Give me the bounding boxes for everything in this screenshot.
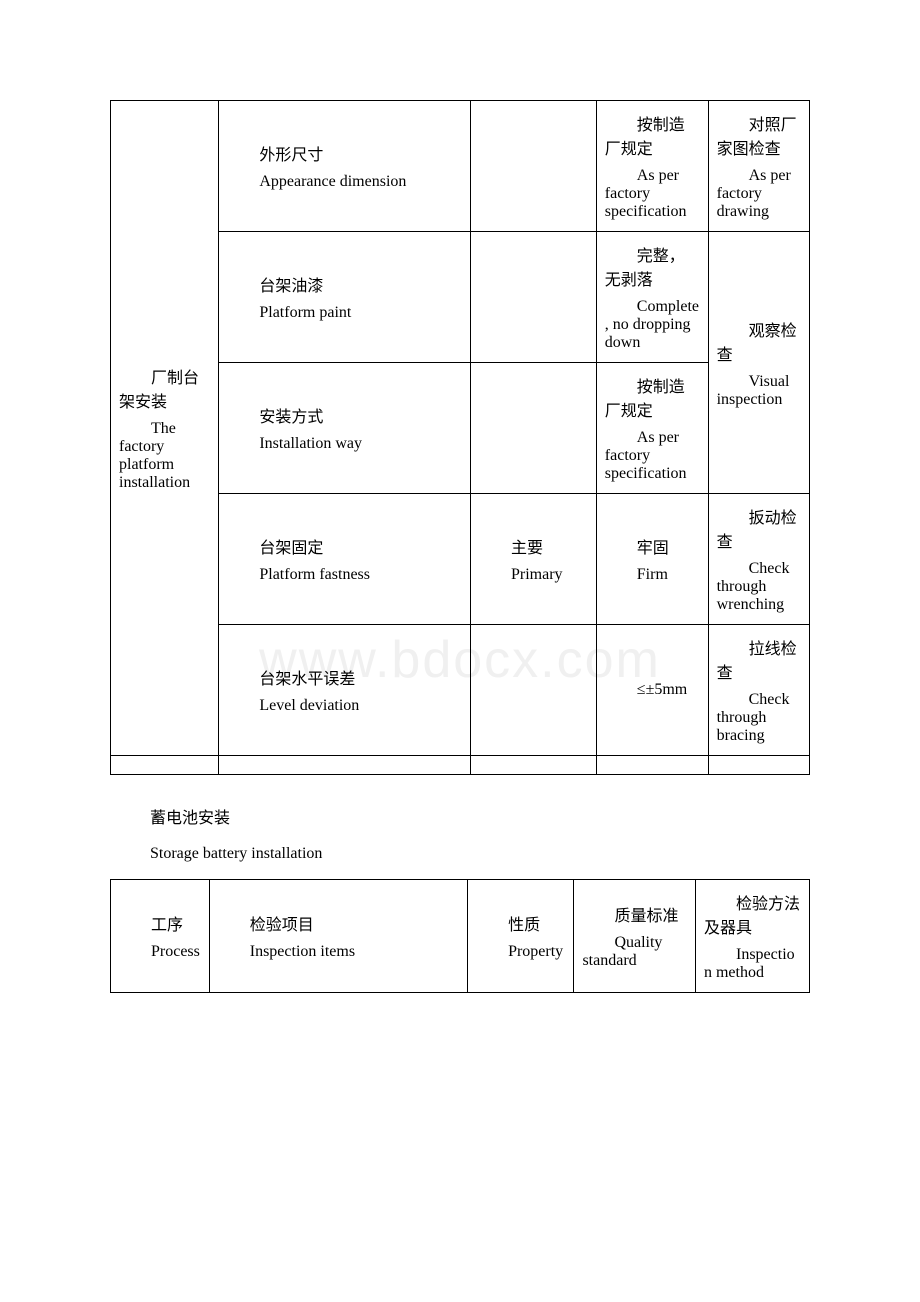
method-cell: 扳动检查 Check through wrenching (708, 494, 809, 625)
property-cell: 主要 Primary (470, 494, 596, 625)
method-en: Visual inspection (717, 373, 801, 409)
method-en: Check through bracing (717, 691, 801, 745)
header-prop-en: Property (476, 943, 565, 961)
item-en: Appearance dimension (227, 173, 462, 191)
property-cell (470, 232, 596, 363)
standard-cell: ≤±5mm (596, 625, 708, 756)
header-std-cn: 质量标准 (582, 902, 687, 926)
table-row-empty (111, 756, 810, 775)
item-en: Installation way (227, 435, 462, 453)
standard-cell: 按制造厂规定 As per factory specification (596, 363, 708, 494)
property-cell (470, 625, 596, 756)
battery-table: 工序 Process 检验项目 Inspection items 性质 Prop… (110, 879, 810, 993)
method-cn: 对照厂家图检查 (717, 111, 801, 159)
header-items: 检验项目 Inspection items (209, 879, 467, 992)
header-method-cn: 检验方法及器具 (704, 890, 801, 938)
table-header-row: 工序 Process 检验项目 Inspection items 性质 Prop… (111, 879, 810, 992)
standard-cell: 按制造厂规定 As per factory specification (596, 101, 708, 232)
std-cn: 按制造厂规定 (605, 111, 700, 159)
property-cell (470, 101, 596, 232)
item-cn: 台架水平误差 (227, 665, 462, 689)
method-cn: 拉线检查 (717, 635, 801, 683)
method-cell: 对照厂家图检查 As per factory drawing (708, 101, 809, 232)
method-en: Check through wrenching (717, 560, 801, 614)
std-en: Complete, no dropping down (605, 298, 700, 352)
std-en: Firm (605, 566, 700, 584)
property-cell (470, 363, 596, 494)
std-cn: 牢固 (605, 534, 700, 558)
header-process: 工序 Process (111, 879, 210, 992)
item-cell: 台架油漆 Platform paint (219, 232, 471, 363)
factory-platform-table: 厂制台架安装 The factory platform installation… (110, 100, 810, 775)
item-cn: 外形尺寸 (227, 141, 462, 165)
header-standard: 质量标准 Quality standard (574, 879, 696, 992)
method-cell: 观察检查 Visual inspection (708, 232, 809, 494)
method-cn: 扳动检查 (717, 504, 801, 552)
standard-cell: 牢固 Firm (596, 494, 708, 625)
std-en: As per factory specification (605, 429, 700, 483)
item-cn: 台架油漆 (227, 272, 462, 296)
item-cn: 台架固定 (227, 534, 462, 558)
std: ≤±5mm (605, 681, 700, 699)
prop-cn: 主要 (479, 534, 588, 558)
item-cell: 台架固定 Platform fastness (219, 494, 471, 625)
item-en: Level deviation (227, 697, 462, 715)
standard-cell: 完整，无剥落 Complete, no dropping down (596, 232, 708, 363)
section-heading: 蓄电池安装 Storage battery installation (150, 805, 810, 869)
item-cell: 安装方式 Installation way (219, 363, 471, 494)
section-en: Storage battery installation (150, 840, 810, 869)
std-cn: 完整，无剥落 (605, 242, 700, 290)
item-en: Platform fastness (227, 566, 462, 584)
std-cn: 按制造厂规定 (605, 373, 700, 421)
header-method: 检验方法及器具 Inspection method (695, 879, 809, 992)
item-cn: 安装方式 (227, 403, 462, 427)
std-en: As per factory specification (605, 167, 700, 221)
process-cn: 厂制台架安装 (119, 364, 210, 412)
process-cell: 厂制台架安装 The factory platform installation (111, 101, 219, 756)
method-en: As per factory drawing (717, 167, 801, 221)
method-cell: 拉线检查 Check through bracing (708, 625, 809, 756)
header-process-cn: 工序 (119, 911, 201, 935)
header-process-en: Process (119, 943, 201, 961)
section-cn: 蓄电池安装 (150, 805, 810, 834)
process-en: The factory platform installation (119, 420, 210, 492)
item-en: Platform paint (227, 304, 462, 322)
header-items-en: Inspection items (218, 943, 459, 961)
prop-en: Primary (479, 566, 588, 584)
table-row: 厂制台架安装 The factory platform installation… (111, 101, 810, 232)
method-cn: 观察检查 (717, 317, 801, 365)
header-method-en: Inspection method (704, 946, 801, 982)
header-items-cn: 检验项目 (218, 911, 459, 935)
item-cell: 台架水平误差 Level deviation (219, 625, 471, 756)
item-cell: 外形尺寸 Appearance dimension (219, 101, 471, 232)
header-property: 性质 Property (468, 879, 574, 992)
header-std-en: Quality standard (582, 934, 687, 970)
header-prop-cn: 性质 (476, 911, 565, 935)
